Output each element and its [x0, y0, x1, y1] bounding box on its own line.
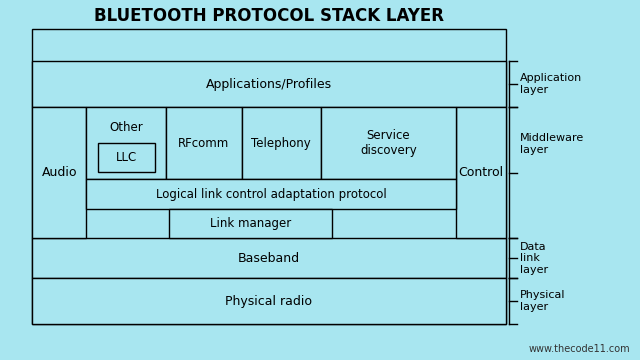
Bar: [321, 107, 456, 179]
Text: LLC: LLC: [116, 151, 137, 164]
Bar: [456, 107, 506, 238]
Text: BLUETOOTH PROTOCOL STACK LAYER: BLUETOOTH PROTOCOL STACK LAYER: [94, 7, 444, 25]
Bar: [169, 209, 332, 238]
Text: Audio: Audio: [42, 166, 77, 179]
Bar: [32, 278, 506, 324]
Text: Physical
layer: Physical layer: [520, 290, 565, 312]
Text: Service
discovery: Service discovery: [360, 129, 417, 157]
Text: Data
link
layer: Data link layer: [520, 242, 548, 275]
Text: Applications/Profiles: Applications/Profiles: [205, 78, 332, 91]
Text: Link manager: Link manager: [210, 217, 291, 230]
Bar: [242, 107, 321, 179]
Text: www.thecode11.com: www.thecode11.com: [529, 343, 630, 354]
Bar: [166, 107, 242, 179]
Bar: [32, 61, 506, 107]
Bar: [86, 107, 166, 179]
Text: Logical link control adaptation protocol: Logical link control adaptation protocol: [156, 188, 387, 201]
Bar: [32, 238, 506, 278]
Text: Control: Control: [458, 166, 503, 179]
Bar: [32, 29, 506, 324]
Text: Baseband: Baseband: [237, 252, 300, 265]
Text: Physical radio: Physical radio: [225, 294, 312, 308]
Bar: [32, 107, 86, 238]
Text: Middleware
layer: Middleware layer: [520, 133, 584, 154]
Text: Telephony: Telephony: [252, 137, 311, 150]
Text: Application
layer: Application layer: [520, 73, 582, 95]
Text: RFcomm: RFcomm: [178, 137, 229, 150]
Text: Other: Other: [109, 121, 143, 134]
Bar: [86, 179, 456, 209]
Bar: [97, 143, 155, 172]
